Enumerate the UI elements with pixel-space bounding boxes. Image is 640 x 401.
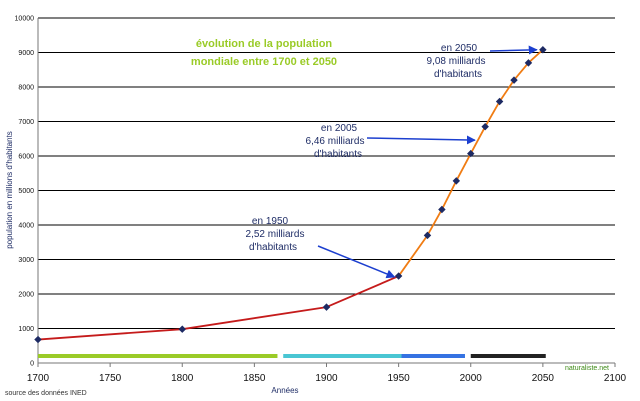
series-segment-9 [498,79,515,102]
chart-title-line-1: évolution de la population [196,38,333,50]
series-segment-2 [326,275,399,308]
series-segment-1 [182,306,327,331]
annotation-1950-line-3: d'habitants [249,242,297,253]
y-tick-label-0: 0 [30,361,34,368]
data-point-12 [539,46,547,54]
x-tick-label-3: 1850 [243,373,266,384]
y-tick-label-3: 3000 [18,257,34,264]
annotation-2050-line-2: 9,08 milliards [427,56,486,67]
series-segment-7 [469,126,486,155]
y-tick-label-8: 8000 [18,85,34,92]
data-point-1 [178,325,186,333]
y-tick-label-9: 9000 [18,50,34,57]
y-tick-label-1: 1000 [18,326,34,333]
y-tick-label-5: 5000 [18,188,34,195]
annotation-2005-line-1: en 2005 [321,123,358,134]
x-tick-label-2: 1800 [171,373,194,384]
data-point-8 [481,122,489,131]
series-segment-3 [397,234,429,277]
series-segment-4 [426,209,443,236]
x-tick-label-1: 1750 [99,373,122,384]
source-note: source des données INED [5,390,87,397]
annotation-2050: en 2050 9,08 milliards d'habitants [427,43,538,80]
x-tick-label-8: 2100 [604,373,627,384]
data-point-5 [438,205,446,214]
x-tick-label-7: 2050 [532,373,555,384]
series-segment-10 [513,62,530,81]
series-segment-0 [37,328,183,341]
y-tick-label-7: 7000 [18,119,34,126]
annotation-1950: en 1950 2,52 milliards d'habitants [246,216,396,279]
data-point-10 [510,76,518,84]
annotation-1950-line-1: en 1950 [252,216,289,227]
data-point-0 [34,335,42,344]
x-tick-labels: 1700 1750 1800 1850 1900 1950 2000 2050 2100 [27,373,627,384]
data-point-11 [524,59,533,67]
y-tick-label-2: 2000 [18,292,34,299]
series-segment-8 [484,101,501,128]
series-segment-5 [441,180,458,210]
y-axis-title: population en millions d'habitants [5,131,14,249]
series-segment-6 [455,153,472,182]
watermark: naturaliste.net [565,365,609,372]
x-tick-label-0: 1700 [27,373,50,384]
x-tick-label-6: 2000 [460,373,483,384]
annotation-2005-line-2: 6,46 milliards [306,136,365,147]
data-point-7 [467,149,475,158]
gridlines [38,17,615,329]
y-tick-labels: 0 1000 2000 3000 4000 5000 6000 7000 8000 9000 100… [15,16,35,368]
x-tick-label-4: 1900 [315,373,338,384]
x-axis-title: Années [271,386,298,395]
annotation-1950-arrow [317,245,396,279]
data-point-4 [423,231,432,240]
y-tick-label-4: 4000 [18,223,34,230]
chart-title-line-2: mondiale entre 1700 et 2050 [191,56,337,68]
annotation-1950-line-2: 2,52 milliards [246,229,305,240]
annotation-2005-line-3: d'habitants [314,149,362,160]
data-point-2 [322,303,331,311]
annotation-2005-arrow [366,135,476,145]
annotation-2050-arrow [489,45,538,55]
x-tick-label-5: 1950 [388,373,411,384]
y-tick-label-10: 10000 [15,16,35,23]
axis-lines [37,18,616,367]
annotation-2050-line-3: d'habitants [434,69,482,80]
data-line [37,49,544,341]
data-point-3 [394,272,403,280]
series-segment-11 [527,49,544,64]
annotation-2050-line-1: en 2050 [441,43,478,54]
annotation-2005: en 2005 6,46 milliards d'habitants [306,123,476,160]
data-markers [34,46,547,344]
y-tick-label-6: 6000 [18,154,34,161]
data-point-6 [452,177,461,185]
data-point-9 [495,97,504,106]
